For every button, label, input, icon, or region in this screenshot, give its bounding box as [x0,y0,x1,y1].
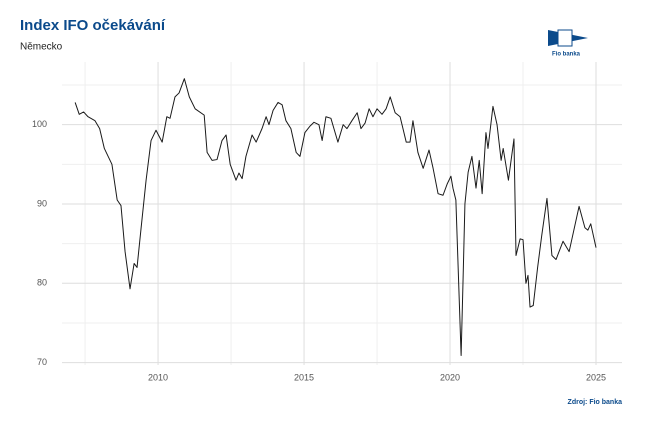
y-tick-label: 70 [37,357,47,367]
x-tick-label: 2020 [440,372,460,382]
grid [62,62,622,365]
line [74,78,597,356]
logo-text: Fio banka [552,52,581,58]
chart-subtitle: Německo [20,42,63,53]
x-tick-label: 2010 [148,372,168,382]
y-tick-label: 100 [32,119,47,129]
y-tick-label: 90 [37,198,47,208]
chart-title: Index IFO očekávání [20,17,166,34]
logo-box [557,29,573,47]
y-tick-label: 80 [37,278,47,288]
logo: Fio banka [548,29,588,58]
x-tick-label: 2025 [586,372,606,382]
source: Zdroj: Fio banka [568,399,623,406]
x-tick-label: 2015 [294,372,314,382]
